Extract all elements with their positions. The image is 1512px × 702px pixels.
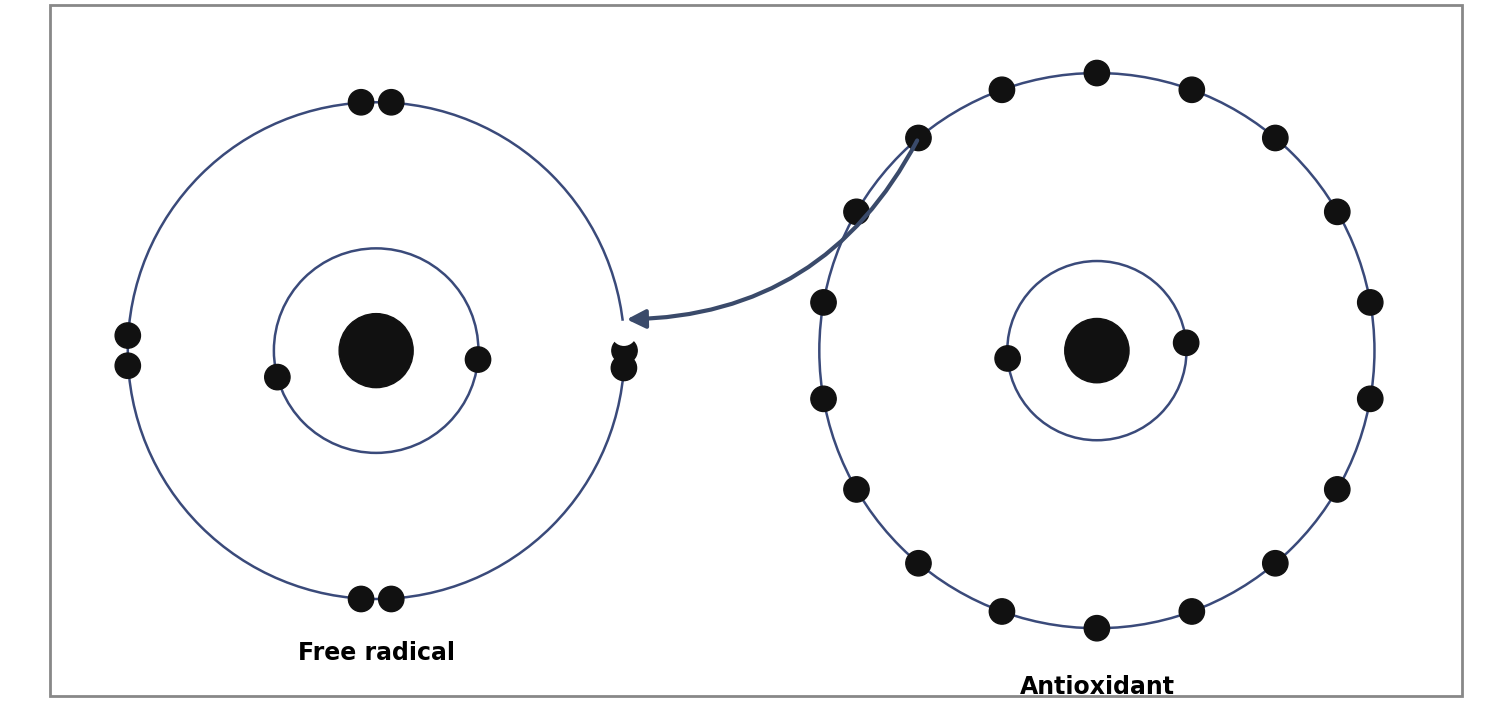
- Circle shape: [844, 477, 869, 502]
- Circle shape: [1358, 290, 1383, 315]
- Circle shape: [378, 90, 404, 115]
- Circle shape: [611, 355, 637, 380]
- Circle shape: [1325, 477, 1350, 502]
- Circle shape: [612, 338, 637, 364]
- Circle shape: [810, 290, 836, 315]
- Circle shape: [339, 314, 413, 388]
- Circle shape: [989, 77, 1015, 102]
- FancyArrowPatch shape: [632, 140, 918, 326]
- Circle shape: [1173, 330, 1199, 355]
- Text: Antioxidant: Antioxidant: [1019, 675, 1175, 698]
- Circle shape: [906, 126, 931, 151]
- Circle shape: [844, 199, 869, 225]
- Circle shape: [1263, 550, 1288, 576]
- Circle shape: [115, 323, 141, 348]
- Circle shape: [1358, 386, 1383, 411]
- Circle shape: [265, 364, 290, 390]
- Circle shape: [466, 347, 491, 372]
- Circle shape: [1325, 199, 1350, 225]
- Circle shape: [1179, 77, 1205, 102]
- Circle shape: [1084, 616, 1110, 641]
- Circle shape: [612, 322, 635, 345]
- Circle shape: [115, 353, 141, 378]
- Circle shape: [378, 586, 404, 611]
- Circle shape: [989, 599, 1015, 624]
- Circle shape: [348, 586, 373, 611]
- Circle shape: [1179, 599, 1205, 624]
- Circle shape: [1064, 319, 1129, 383]
- Circle shape: [1263, 126, 1288, 151]
- Circle shape: [810, 386, 836, 411]
- Text: Free radical: Free radical: [298, 640, 455, 665]
- Circle shape: [348, 90, 373, 115]
- Circle shape: [995, 346, 1021, 371]
- Circle shape: [1084, 60, 1110, 86]
- Circle shape: [906, 550, 931, 576]
